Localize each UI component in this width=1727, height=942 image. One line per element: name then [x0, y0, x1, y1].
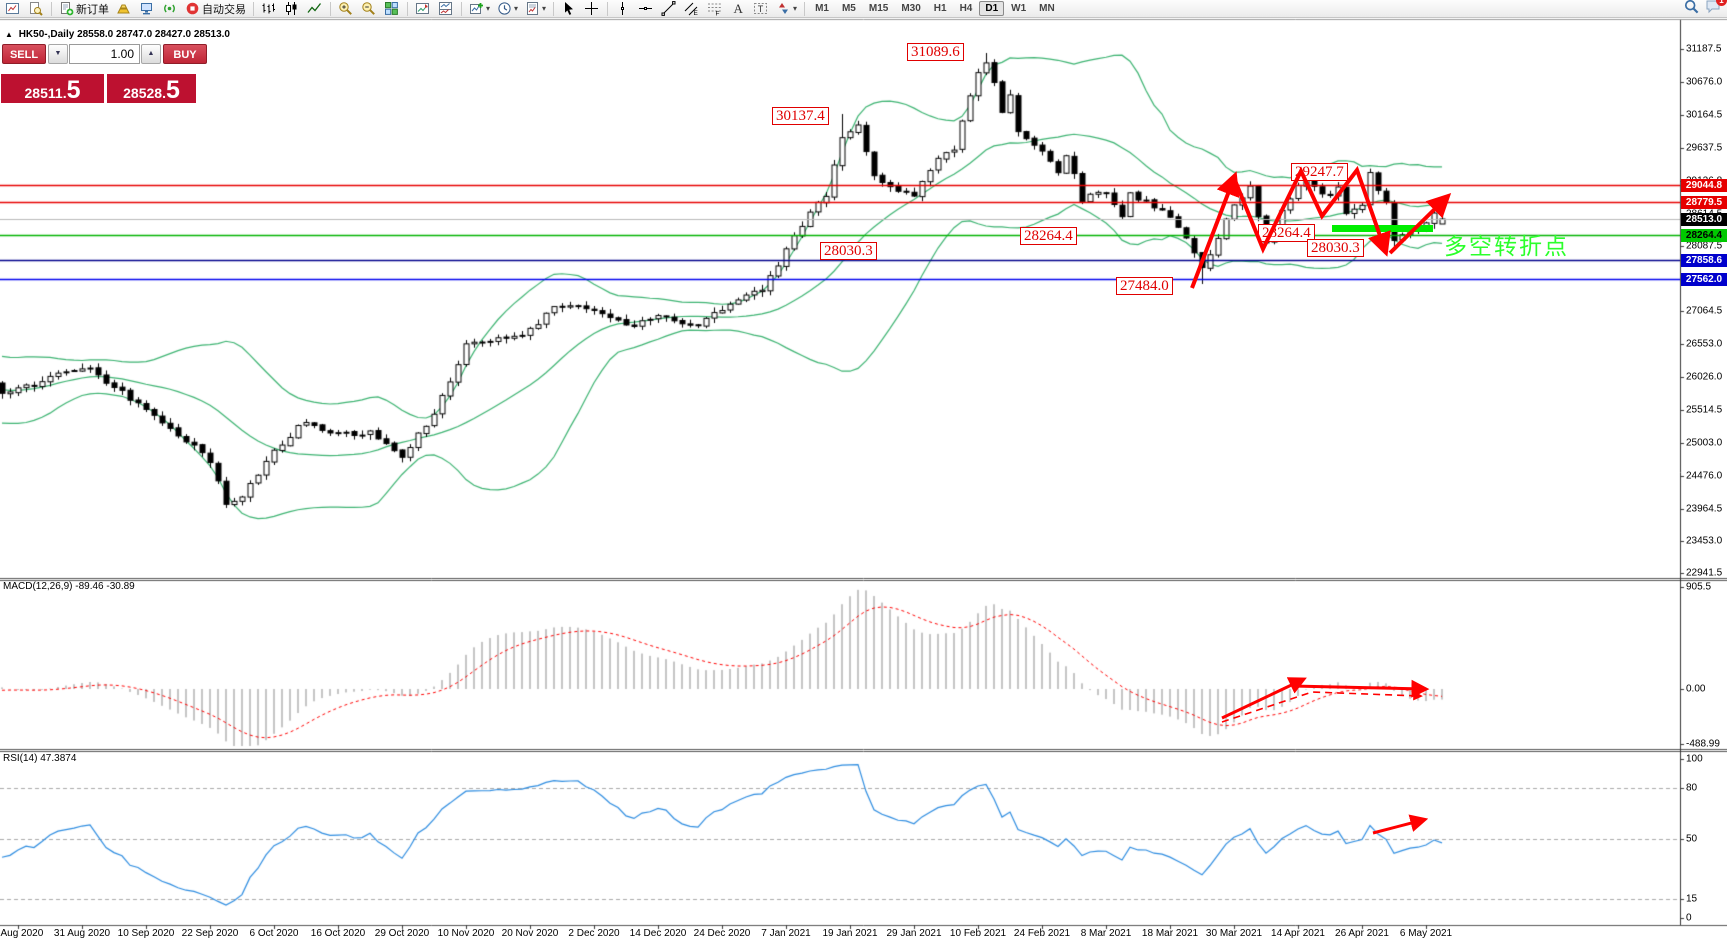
macd-axis-tick: 0.00	[1686, 683, 1706, 695]
sell-button[interactable]: SELL	[2, 44, 46, 64]
volume-increase-button[interactable]: ▲	[141, 44, 161, 64]
price-axis-tick: 30164.5	[1686, 109, 1723, 121]
price-axis-tick: 25003.0	[1686, 437, 1723, 449]
price-line-badge: 28513.0	[1681, 212, 1727, 226]
price-line-badge: 28264.4	[1681, 228, 1727, 242]
price-annotation-label[interactable]: 28030.3	[820, 242, 877, 260]
price-annotation-label[interactable]: 29247.7	[1291, 163, 1348, 181]
window-triangle-icon: ▲	[5, 30, 13, 39]
macd-indicator-label: MACD(12,26,9) -89.46 -30.89	[3, 581, 135, 592]
volume-input[interactable]	[69, 44, 140, 64]
price-line-badge: 28779.5	[1681, 195, 1727, 209]
price-annotation-label[interactable]: 31089.6	[907, 43, 964, 61]
macd-axis-tick: 905.5	[1686, 581, 1712, 593]
rsi-axis-tick: 15	[1686, 893, 1698, 905]
price-axis-tick: 26553.0	[1686, 338, 1723, 350]
buy-price-display[interactable]: 28528. 5	[107, 74, 196, 103]
symbol-period-label: HK50-,Daily	[18, 29, 75, 40]
rsi-indicator-label: RSI(14) 47.3874	[3, 753, 77, 764]
price-axis-tick: 29637.5	[1686, 142, 1723, 154]
chart-title: ▲ HK50-,Daily 28558.0 28747.0 28427.0 28…	[5, 29, 230, 40]
price-line-badge: 27562.0	[1681, 272, 1727, 286]
turning-point-annotation[interactable]: 多空转折点	[1444, 233, 1569, 259]
price-axis-tick: 31187.5	[1686, 43, 1722, 55]
buy-button[interactable]: BUY	[163, 44, 207, 64]
price-axis-tick: 23453.0	[1686, 535, 1723, 547]
price-annotation-label[interactable]: 27484.0	[1116, 277, 1173, 295]
price-annotation-label[interactable]: 28264.4	[1020, 227, 1077, 245]
price-axis-tick: 25514.5	[1686, 404, 1723, 416]
price-annotation-label[interactable]: 28030.3	[1307, 239, 1364, 257]
price-axis-tick: 27064.5	[1686, 305, 1723, 317]
price-axis-tick: 22941.5	[1686, 567, 1723, 579]
rsi-axis-tick: 100	[1686, 753, 1703, 765]
support-highlight-bar[interactable]	[1332, 225, 1433, 232]
price-annotation-label[interactable]: 30137.4	[772, 107, 829, 125]
rsi-axis-tick: 0	[1686, 912, 1692, 924]
price-axis-tick: 23964.5	[1686, 503, 1723, 515]
price-axis-tick: 26026.0	[1686, 371, 1723, 383]
ohlc-values: 28558.0 28747.0 28427.0 28513.0	[77, 29, 230, 40]
rsi-axis-tick: 50	[1686, 833, 1698, 845]
price-axis-tick: 30676.0	[1686, 76, 1723, 88]
price-line-badge: 27858.6	[1681, 253, 1727, 267]
price-axis-tick: 24476.0	[1686, 470, 1723, 482]
price-axis-tick: 28087.5	[1686, 240, 1723, 252]
rsi-axis-tick: 80	[1686, 782, 1698, 794]
volume-decrease-button[interactable]: ▼	[48, 44, 68, 64]
price-line-badge: 29044.8	[1681, 178, 1727, 192]
sell-price-display[interactable]: 28511. 5	[1, 74, 104, 103]
macd-axis-tick: -488.99	[1686, 738, 1720, 750]
